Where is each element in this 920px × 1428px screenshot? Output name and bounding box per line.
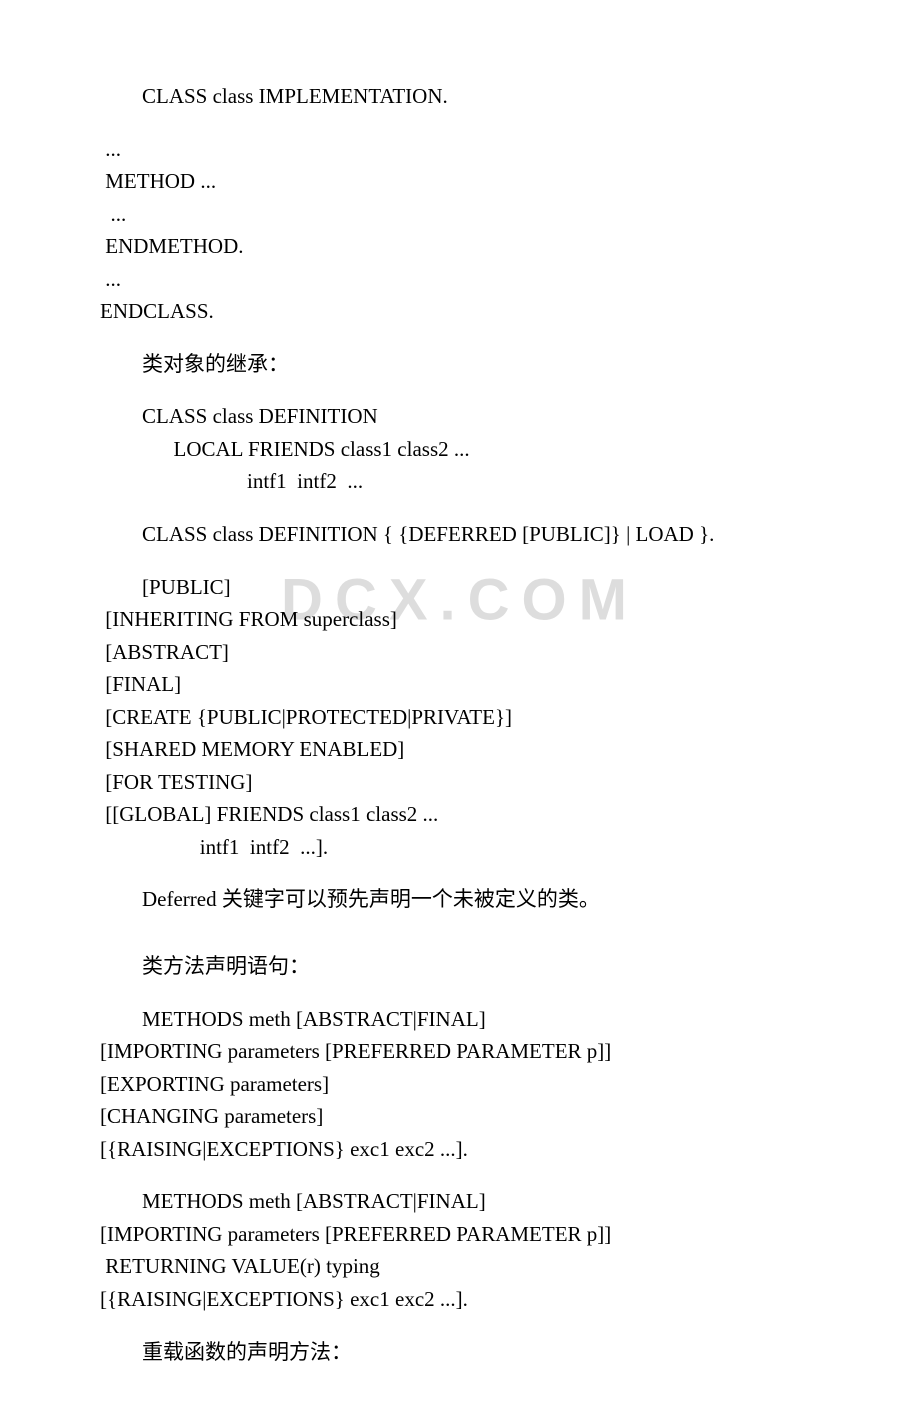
spacer bbox=[100, 498, 820, 518]
code-line: ... bbox=[100, 198, 820, 231]
code-line: [CREATE {PUBLIC|PROTECTED|PRIVATE}] bbox=[100, 701, 820, 734]
code-line: intf1 intf2 ... bbox=[100, 465, 820, 498]
code-line: intf1 intf2 ...]. bbox=[100, 831, 820, 864]
code-line: METHOD ... bbox=[100, 165, 820, 198]
code-line: 类方法声明语句： bbox=[100, 950, 820, 983]
spacer bbox=[100, 551, 820, 571]
code-line: 类对象的继承： bbox=[100, 348, 820, 381]
spacer bbox=[100, 380, 820, 400]
code-line: [ABSTRACT] bbox=[100, 636, 820, 669]
code-line: ENDMETHOD. bbox=[100, 230, 820, 263]
code-line: Deferred 关键字可以预先声明一个未被定义的类。 bbox=[100, 883, 820, 916]
code-line: [CHANGING parameters] bbox=[100, 1100, 820, 1133]
code-line: ENDCLASS. bbox=[100, 295, 820, 328]
spacer bbox=[100, 983, 820, 1003]
code-line: CLASS class IMPLEMENTATION. bbox=[100, 80, 820, 113]
spacer bbox=[100, 113, 820, 133]
code-line: [FOR TESTING] bbox=[100, 766, 820, 799]
spacer bbox=[100, 916, 820, 950]
code-line: METHODS meth [ABSTRACT|FINAL] bbox=[100, 1185, 820, 1218]
spacer bbox=[100, 1165, 820, 1185]
code-line: CLASS class DEFINITION { {DEFERRED [PUBL… bbox=[100, 518, 820, 551]
code-line: METHODS meth [ABSTRACT|FINAL] bbox=[100, 1003, 820, 1036]
code-line: ... bbox=[100, 133, 820, 166]
code-line: LOCAL FRIENDS class1 class2 ... bbox=[100, 433, 820, 466]
code-line: [SHARED MEMORY ENABLED] bbox=[100, 733, 820, 766]
code-line: ... bbox=[100, 263, 820, 296]
code-line: CLASS class DEFINITION bbox=[100, 400, 820, 433]
code-line: [[GLOBAL] FRIENDS class1 class2 ... bbox=[100, 798, 820, 831]
code-line: [{RAISING|EXCEPTIONS} exc1 exc2 ...]. bbox=[100, 1133, 820, 1166]
spacer bbox=[100, 863, 820, 883]
code-line: 重载函数的声明方法： bbox=[100, 1336, 820, 1369]
spacer bbox=[100, 1316, 820, 1336]
code-line: [{RAISING|EXCEPTIONS} exc1 exc2 ...]. bbox=[100, 1283, 820, 1316]
code-line: [INHERITING FROM superclass] bbox=[100, 603, 820, 636]
code-line: [IMPORTING parameters [PREFERRED PARAMET… bbox=[100, 1035, 820, 1068]
code-line: [IMPORTING parameters [PREFERRED PARAMET… bbox=[100, 1218, 820, 1251]
code-line: [PUBLIC] bbox=[100, 571, 820, 604]
spacer bbox=[100, 328, 820, 348]
code-line: [FINAL] bbox=[100, 668, 820, 701]
code-line: [EXPORTING parameters] bbox=[100, 1068, 820, 1101]
document-content: CLASS class IMPLEMENTATION. ... METHOD .… bbox=[100, 80, 820, 1368]
code-line: RETURNING VALUE(r) typing bbox=[100, 1250, 820, 1283]
